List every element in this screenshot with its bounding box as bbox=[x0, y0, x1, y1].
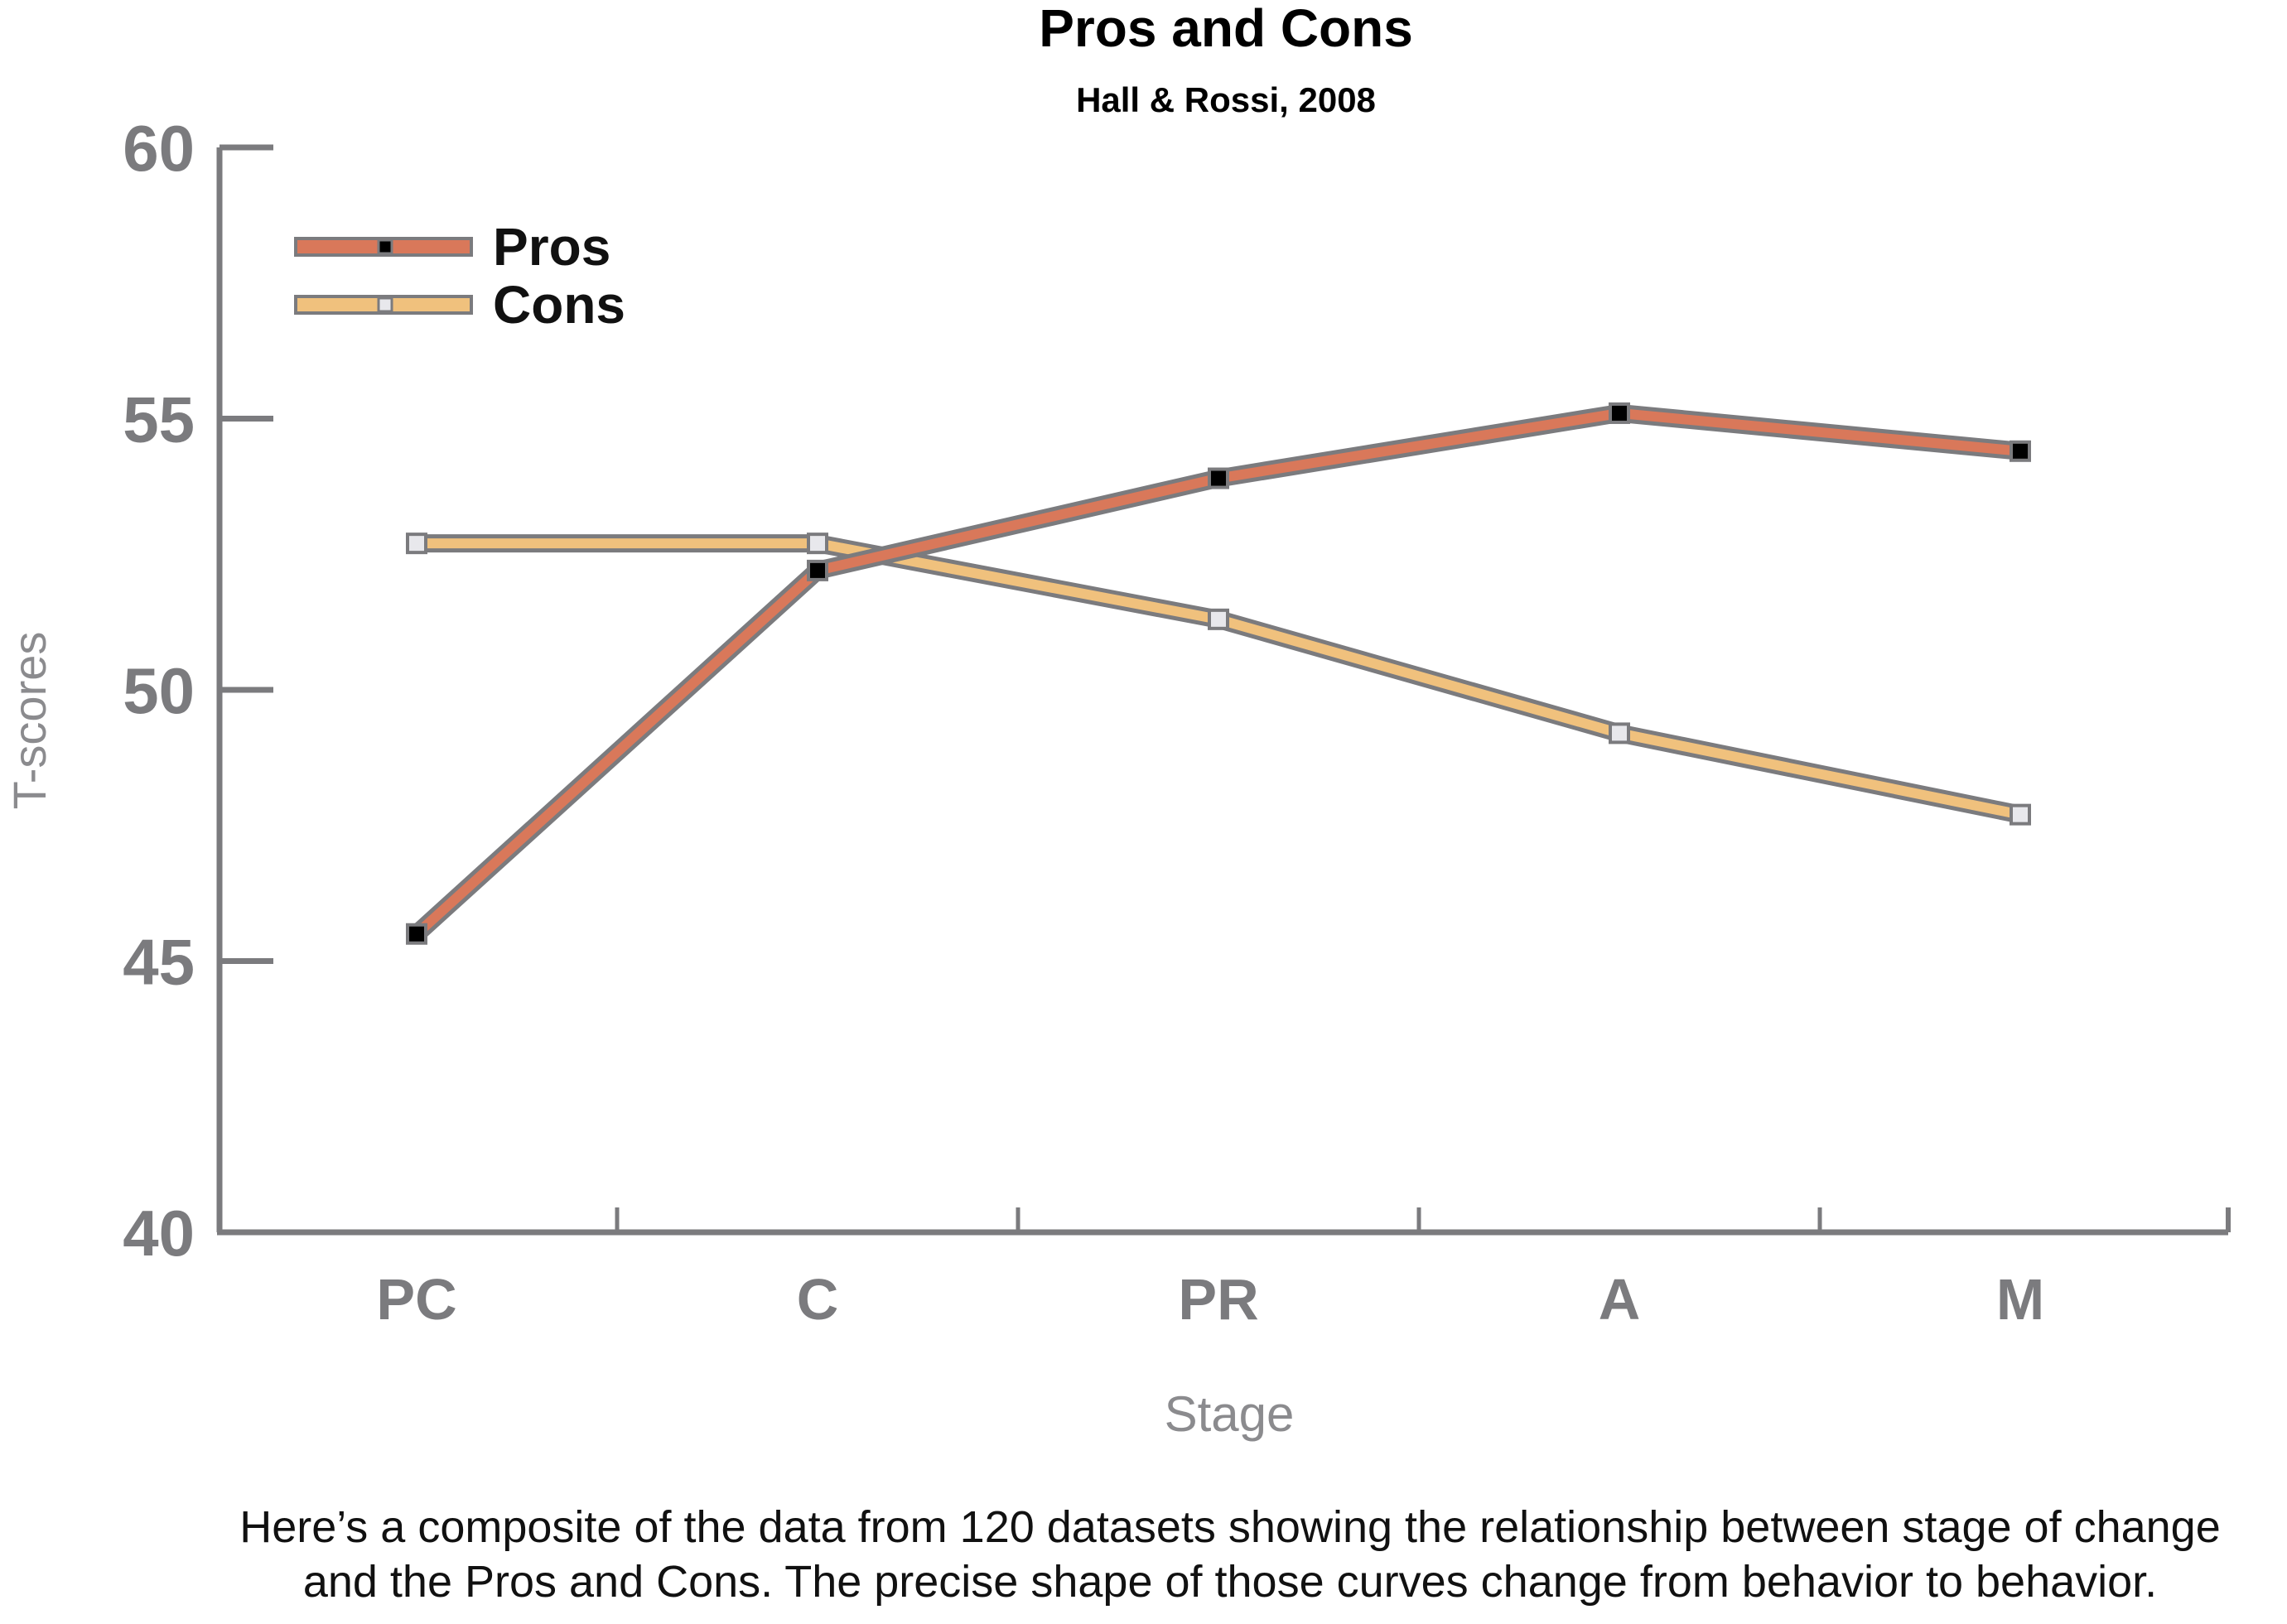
y-axis-ticks: 40 45 50 55 60 bbox=[123, 112, 273, 1270]
series-cons-point bbox=[406, 532, 427, 555]
x-tick-label: A bbox=[1599, 1267, 1641, 1332]
y-tick-label: 45 bbox=[123, 926, 195, 999]
x-tick-label: PR bbox=[1178, 1267, 1258, 1332]
x-tick-label: C bbox=[797, 1267, 839, 1332]
series-pros-point bbox=[1609, 402, 1630, 424]
y-axis-title: T-scores bbox=[3, 632, 55, 810]
series-pros-point bbox=[2010, 440, 2031, 462]
series-cons-point bbox=[807, 532, 828, 555]
series-pros bbox=[406, 402, 2031, 945]
series-pros-line-outline bbox=[410, 403, 2022, 941]
series-cons-point bbox=[1208, 608, 1229, 630]
series-cons-point bbox=[1609, 722, 1630, 745]
chart-title: Pros and Cons bbox=[1039, 0, 1413, 58]
x-axis-title: Stage bbox=[1165, 1386, 1295, 1442]
x-tick-label: PC bbox=[376, 1267, 456, 1332]
y-tick-label: 60 bbox=[123, 112, 195, 185]
series-layer bbox=[406, 402, 2031, 945]
caption-line-1: Here’s a composite of the data from 120 … bbox=[239, 1502, 2221, 1552]
y-tick-label: 40 bbox=[123, 1197, 195, 1270]
series-cons-line-outline bbox=[417, 534, 2023, 824]
series-pros-point bbox=[1208, 467, 1229, 489]
legend-pros-label: Pros bbox=[493, 217, 610, 277]
legend-pros-marker bbox=[377, 239, 393, 255]
x-axis-ticks: PC C PR A M bbox=[376, 1207, 2044, 1332]
legend-cons-marker bbox=[377, 296, 393, 313]
y-tick-label: 50 bbox=[123, 654, 195, 727]
series-cons bbox=[406, 532, 2031, 826]
series-cons-point bbox=[2010, 803, 2031, 826]
chart-subtitle: Hall & Rossi, 2008 bbox=[1076, 80, 1376, 119]
series-pros-point bbox=[807, 559, 828, 581]
series-pros-line bbox=[413, 407, 2021, 938]
legend-cons-label: Cons bbox=[493, 275, 625, 335]
x-tick-label: M bbox=[1996, 1267, 2044, 1332]
y-tick-label: 55 bbox=[123, 383, 195, 456]
series-pros-point bbox=[406, 923, 427, 945]
caption-line-2: and the Pros and Cons. The precise shape… bbox=[303, 1557, 2157, 1607]
